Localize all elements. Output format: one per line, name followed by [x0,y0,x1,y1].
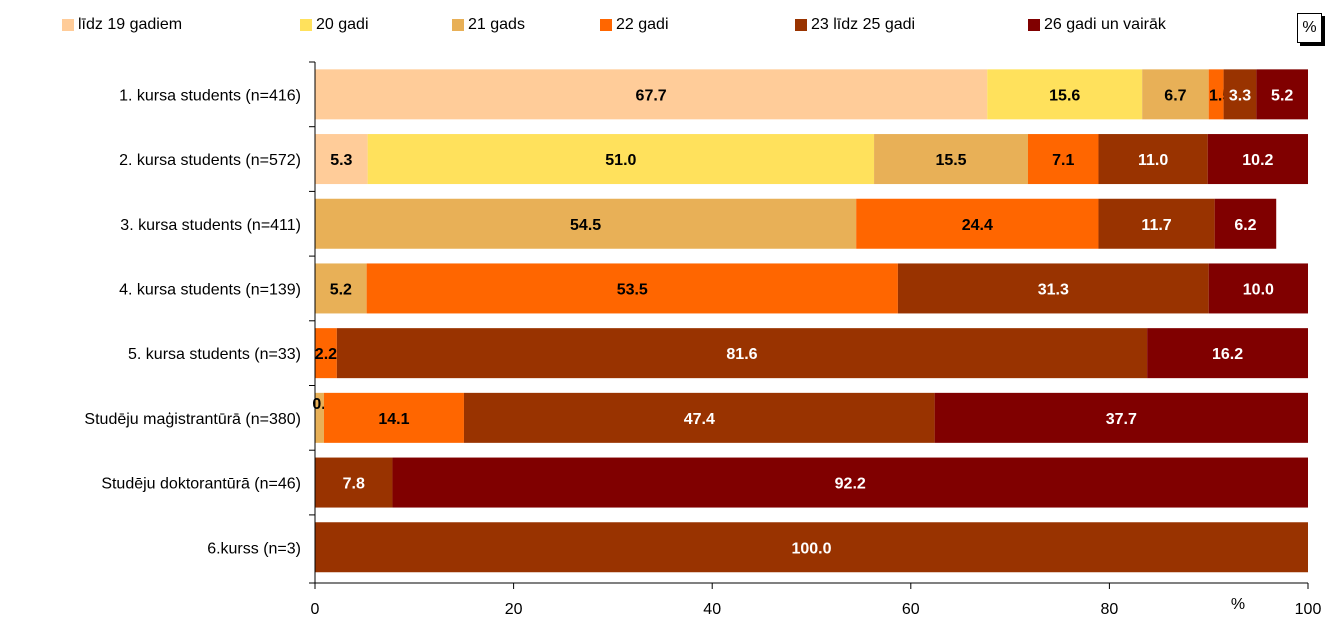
bar-segment [1208,263,1308,314]
data-label: 2.2 [315,346,337,363]
x-tick-label: 0 [311,601,320,618]
x-tick-label: 100 [1295,601,1322,618]
data-label: 10.2 [1242,152,1273,169]
data-label: 15.6 [1049,87,1080,104]
category-label: Studēju maģistrantūrā (n=380) [84,410,301,428]
bar-segment [323,392,464,443]
data-label: 10.0 [1243,281,1274,298]
bar-segment [1256,69,1308,120]
data-label: 3.3 [1229,87,1251,104]
bar-segment [336,328,1148,379]
category-label: 6.kurss (n=3) [207,540,301,557]
x-tick-label: 20 [505,601,523,618]
legend-swatch [452,19,464,31]
data-label: 5.3 [330,152,352,169]
category-label: 2. kursa students (n=572) [119,152,301,169]
legend-item: līdz 19 gadiem [62,14,182,36]
bar-segment [315,328,337,379]
chart-legend: līdz 19 gadiem 20 gadi 21 gads 22 gadi 23 lī… [0,14,1290,38]
category-label: 5. kursa students (n=33) [128,346,301,363]
data-label: 5.2 [330,281,352,298]
bar-segment [315,69,988,120]
bar-segment [315,134,368,185]
data-label: 100.0 [791,540,831,557]
x-tick-label: 40 [703,601,721,618]
bar-segment [856,198,1099,249]
bar-segment [367,134,875,185]
bar-segment [463,392,935,443]
data-label: 15.5 [935,152,966,169]
bar-segment [315,263,367,314]
data-label: 11.0 [1138,152,1168,169]
data-label: 16.2 [1212,346,1243,363]
data-label: 81.6 [726,346,757,363]
bar-segment [315,392,324,443]
data-label: 67.7 [636,87,667,104]
data-label: 7.1 [1052,152,1074,169]
legend-label: 21 gads [468,16,525,33]
category-label: 4. kursa students (n=139) [119,281,301,298]
data-label: 92.2 [835,476,866,493]
legend-swatch [1028,19,1040,31]
data-label: 24.4 [962,217,993,234]
legend-label: līdz 19 gadiem [78,16,183,33]
data-label: 37.7 [1106,411,1137,428]
x-axis-title: % [1231,596,1245,613]
legend-label: 26 gadi un vairāk [1044,16,1166,33]
legend-swatch [62,19,74,31]
bar-segment [1208,69,1224,120]
category-label: 1. kursa students (n=416) [119,87,301,104]
legend-item: 23 līdz 25 gadi [795,14,915,36]
data-label: 11.7 [1141,217,1171,234]
legend-label: 23 līdz 25 gadi [811,16,916,33]
bar-segment [1142,69,1209,120]
x-tick-label: 80 [1101,601,1119,618]
legend-label: 20 gadi [316,16,369,33]
legend-item: 21 gads [452,14,525,36]
data-label: 6.7 [1164,87,1186,104]
bar-segment [897,263,1209,314]
bar-segment [315,522,1308,573]
legend-swatch [300,19,312,31]
bar-segment [1147,328,1308,379]
data-label: 51.0 [605,152,636,169]
data-label: 31.3 [1038,281,1069,298]
bar-segment [392,457,1309,508]
bar-segment [315,198,857,249]
bar-segment [1207,134,1308,185]
x-tick-label: 60 [902,601,920,618]
category-label: 3. kursa students (n=411) [120,217,301,234]
bar-segment [1098,198,1215,249]
data-label: 14.1 [378,411,409,428]
data-label: 54.5 [570,217,601,234]
data-label: 53.5 [617,281,648,298]
bar-segment [934,392,1308,443]
data-label: 5.2 [1271,87,1293,104]
unit-box: % [1297,13,1322,43]
legend-item: 26 gadi un vairāk [1028,14,1166,36]
bar-segment [1223,69,1257,120]
legend-swatch [795,19,807,31]
data-label: 47.4 [684,411,715,428]
legend-item: 22 gadi [600,14,669,36]
bar-segment [987,69,1143,120]
bar-segment [1027,134,1099,185]
data-label: 7.8 [343,476,365,493]
legend-swatch [600,19,612,31]
legend-item: 20 gadi [300,14,369,36]
bar-segment [1098,134,1208,185]
bar-segment [874,134,1028,185]
category-label: Studēju doktorantūrā (n=46) [101,476,301,493]
bar-segment [366,263,898,314]
legend-label: 22 gadi [616,16,669,33]
data-label: 6.2 [1234,217,1256,234]
bar-segment [315,457,393,508]
bar-segment [1214,198,1277,249]
